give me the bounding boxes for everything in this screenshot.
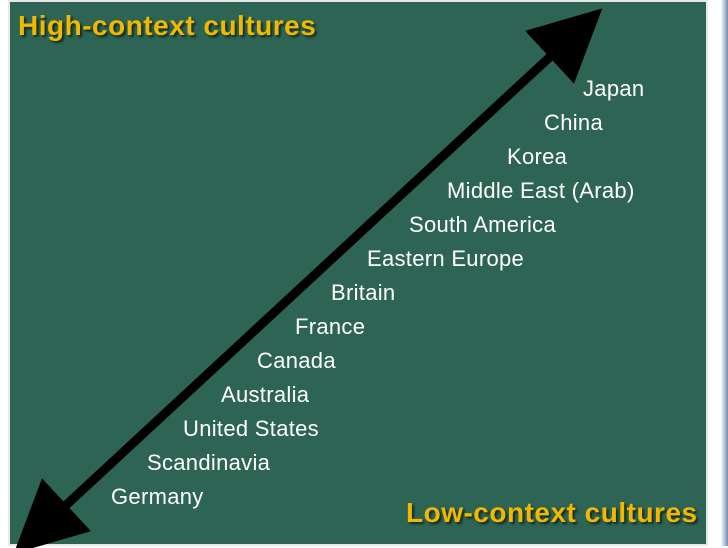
country-label: Middle East (Arab) — [447, 178, 635, 204]
title-low-context: Low-context cultures — [406, 497, 698, 529]
country-label: Korea — [507, 144, 567, 170]
country-label: Japan — [583, 76, 644, 102]
country-label: South America — [409, 212, 556, 238]
country-label: China — [544, 110, 603, 136]
country-label: Germany — [111, 484, 204, 510]
country-label: Australia — [221, 382, 309, 408]
country-label: Britain — [331, 280, 395, 306]
country-label: United States — [183, 416, 319, 442]
country-label: France — [295, 314, 365, 340]
diagram-board: High-context cultures Low-context cultur… — [8, 0, 708, 546]
country-label: Eastern Europe — [367, 246, 524, 272]
title-high-context: High-context cultures — [18, 10, 316, 42]
country-label: Scandinavia — [147, 450, 270, 476]
right-edge-stripe — [716, 0, 728, 546]
country-label: Canada — [257, 348, 336, 374]
